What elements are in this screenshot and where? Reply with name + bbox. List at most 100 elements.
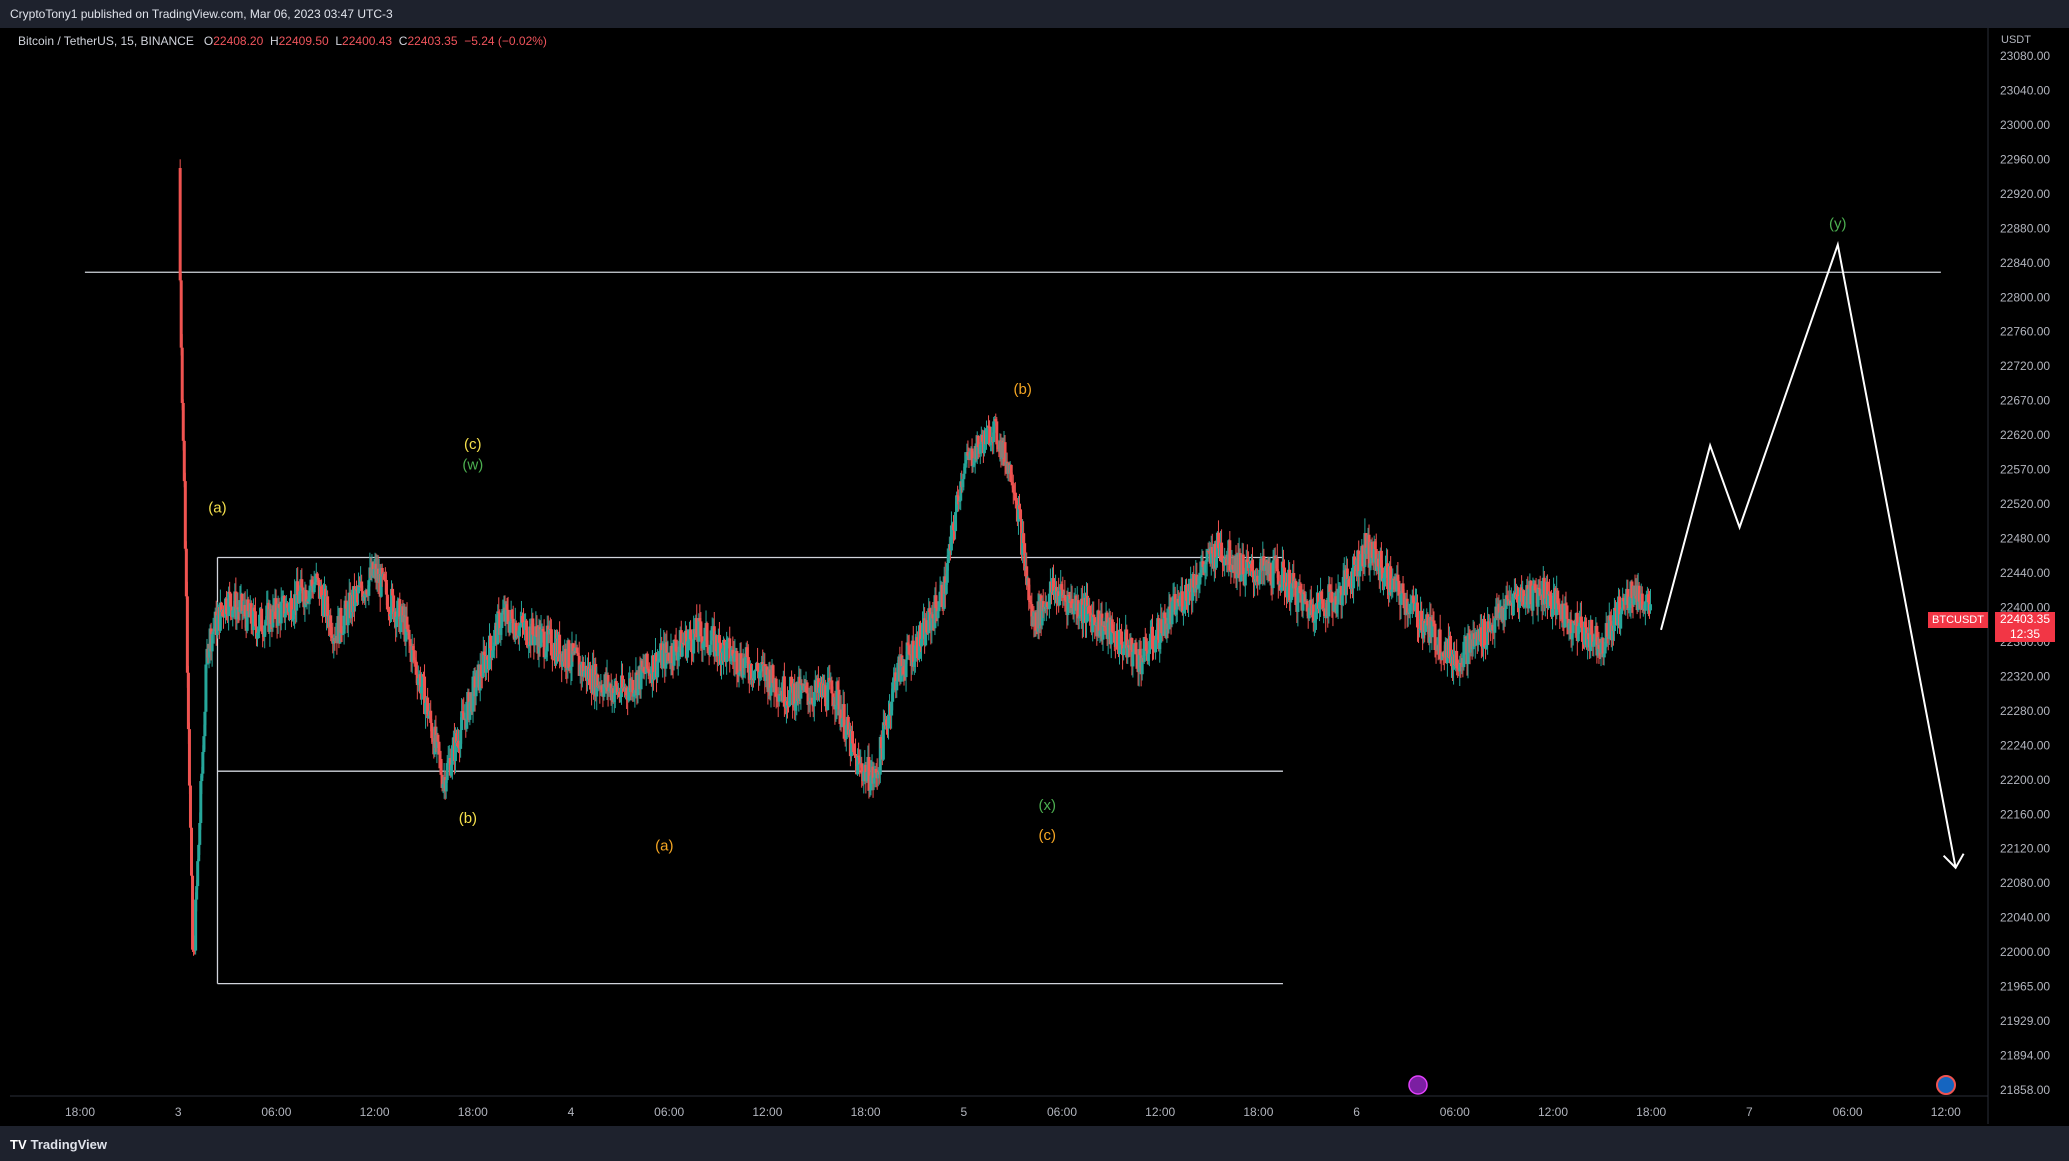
candle-body <box>445 763 449 781</box>
candle-body <box>782 676 786 707</box>
candle-body <box>492 645 496 651</box>
candle-body <box>319 586 323 597</box>
candle-body <box>1023 543 1027 571</box>
candle-body <box>310 579 314 586</box>
candle-body <box>478 664 482 691</box>
candle-body <box>1176 598 1180 603</box>
candle-body <box>475 670 479 688</box>
candle-body <box>182 440 186 482</box>
candle-body <box>501 610 505 613</box>
candle-body <box>1534 590 1538 592</box>
candle-body <box>996 444 1000 450</box>
time-tick-label: 18:00 <box>1636 1105 1666 1119</box>
candle-body <box>1572 621 1576 624</box>
candle-body <box>723 639 727 646</box>
price-tick-label: 21965.00 <box>2000 980 2050 994</box>
candle-body <box>1042 607 1046 612</box>
candle-body <box>1292 572 1296 589</box>
candle-body <box>1605 623 1609 637</box>
candle-body <box>1245 559 1249 563</box>
candle-body <box>702 641 706 644</box>
candle-body <box>1022 533 1026 544</box>
candle-body <box>788 690 792 707</box>
candle-body <box>211 631 215 635</box>
candle-body <box>295 581 299 611</box>
candle-body <box>367 580 371 596</box>
candle-body <box>1546 594 1550 609</box>
candle-body <box>387 609 391 617</box>
candle-body <box>1252 571 1256 583</box>
candle-body <box>315 573 319 579</box>
candle-body <box>839 709 843 727</box>
candle-body <box>725 641 729 663</box>
candle-body <box>300 579 304 588</box>
candle-body <box>410 645 414 662</box>
candle-body <box>881 722 885 760</box>
candle-body <box>1345 568 1349 580</box>
candle-body <box>1085 595 1089 623</box>
candle-body <box>1522 590 1526 608</box>
candle-body <box>357 585 361 594</box>
chart-pane[interactable] <box>10 28 1988 1124</box>
candle-body <box>527 645 531 647</box>
candle-body <box>714 635 718 652</box>
candle-body <box>346 601 350 626</box>
time-tick-label: 06:00 <box>1047 1105 1077 1119</box>
candle-body <box>342 615 346 634</box>
candle-body <box>254 626 258 639</box>
candle-body <box>439 758 443 775</box>
candle-body <box>957 496 961 502</box>
candle-body <box>1603 646 1607 654</box>
candle-body <box>1486 621 1490 646</box>
candle-body <box>1077 616 1081 619</box>
candle-body <box>215 615 219 635</box>
candle-body <box>493 629 497 646</box>
candle-body <box>430 722 434 739</box>
candle-body <box>392 595 396 620</box>
candle-body <box>195 886 199 900</box>
candle-body <box>1627 608 1631 610</box>
candle-body <box>656 661 660 678</box>
candle-body <box>746 657 750 673</box>
candle-body <box>1152 648 1156 651</box>
candle-body <box>955 495 959 513</box>
candle-body <box>631 679 635 697</box>
candle-body <box>802 683 806 691</box>
candle-body <box>506 609 510 625</box>
candle-body <box>1271 560 1275 589</box>
candle-body <box>479 664 483 677</box>
candle-body <box>865 772 869 782</box>
candle-body <box>906 642 910 646</box>
candle-body <box>871 766 875 784</box>
candle-body <box>765 666 769 675</box>
candle-body <box>1278 584 1282 591</box>
candle-body <box>1330 591 1334 603</box>
candle-body <box>972 462 976 466</box>
candle-body <box>385 594 389 610</box>
candle-body <box>1314 603 1318 620</box>
candle-body <box>1563 603 1567 628</box>
candle-body <box>874 769 878 774</box>
high-label: H <box>269 34 279 48</box>
candle-body <box>569 666 573 671</box>
candle-body <box>758 671 762 679</box>
last-price: 22403.35 <box>1999 612 2051 626</box>
candle-body <box>1335 604 1339 614</box>
candle-body <box>689 629 693 640</box>
candle-body <box>651 655 655 680</box>
candle-body <box>1290 583 1294 600</box>
candle-body <box>431 738 435 742</box>
candle-body <box>285 603 289 608</box>
tradingview-brand[interactable]: TV TradingView <box>10 1137 107 1152</box>
candle-body <box>508 621 512 633</box>
candle-body <box>1379 550 1383 568</box>
candle-body <box>1299 593 1303 595</box>
candle-body <box>1115 631 1119 650</box>
candle-body <box>1216 532 1220 549</box>
wave-label: (y) <box>1829 215 1847 232</box>
candle-body <box>460 711 464 731</box>
candle-body <box>743 657 747 669</box>
candle-body <box>1143 637 1147 639</box>
candle-body <box>962 473 966 480</box>
